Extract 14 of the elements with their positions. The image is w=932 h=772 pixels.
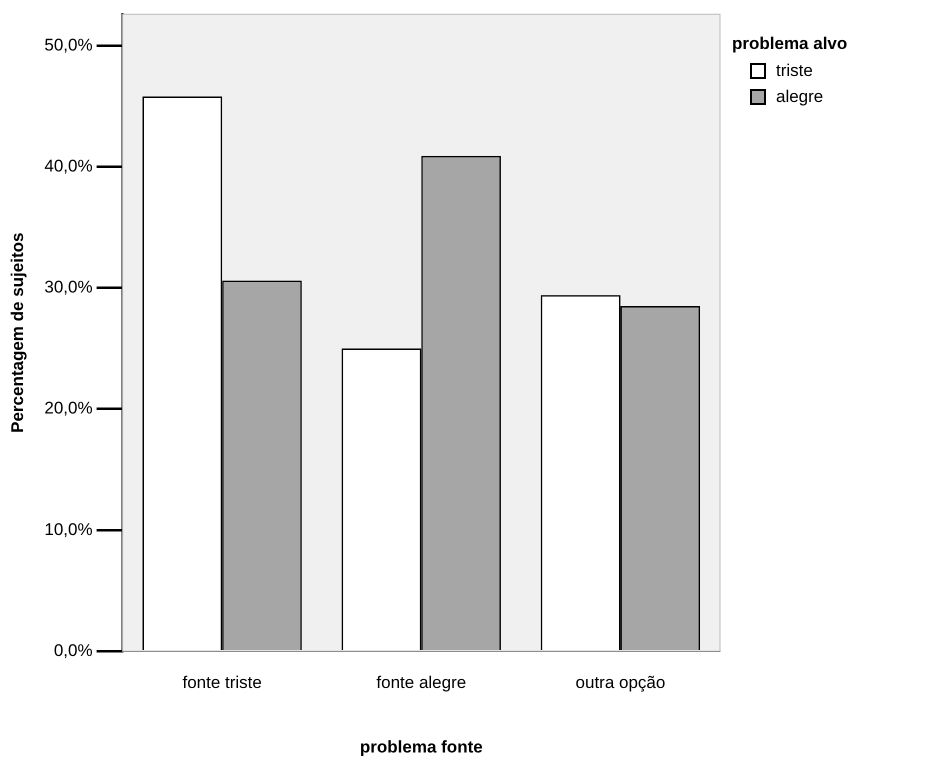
y-tick-label: 40,0% xyxy=(44,156,93,176)
legend-label: alegre xyxy=(776,87,824,107)
y-tick-label: 50,0% xyxy=(44,35,93,54)
x-axis-title: problema fonte xyxy=(360,737,483,756)
y-tick-label: 0,0% xyxy=(54,640,93,660)
x-tick-label: fonte triste xyxy=(182,673,262,692)
legend-title: problema alvo xyxy=(732,34,848,54)
text: triste xyxy=(776,61,813,81)
y-tick-label: 10,0% xyxy=(44,520,93,539)
y-tick-label: 20,0% xyxy=(44,398,93,418)
y-axis-title: Percentagem de sujeitos xyxy=(8,232,27,433)
x-tick-label: fonte alegre xyxy=(376,673,466,692)
y-tick-label: 30,0% xyxy=(44,278,93,297)
x-tick-label: outra opção xyxy=(576,673,666,692)
